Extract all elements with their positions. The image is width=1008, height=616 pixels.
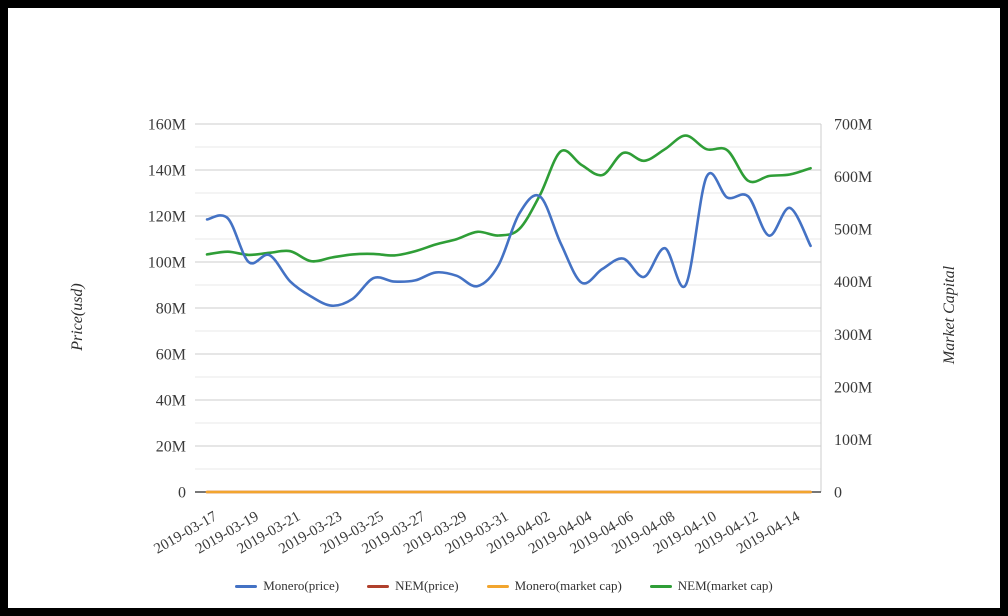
y-axis-right-tick-label: 200M: [834, 379, 872, 396]
chart-canvas: 0 20M 40M 60M 80M 100M 120M 140M 160M 0 100M 200M 30…: [8, 8, 1000, 608]
y-axis-left-tick-label: 20M: [156, 439, 186, 456]
series-line-nem-market-cap: [205, 134, 812, 263]
y-axis-left-tick-label: 100M: [148, 255, 186, 272]
y-axis-right-tick-label: 400M: [834, 274, 872, 291]
y-axis-left-tick-label: 120M: [148, 209, 186, 226]
legend-swatch-nem-price: [367, 584, 390, 588]
y-axis-right-tick-label: 700M: [834, 117, 872, 134]
y-axis-left-tick-label: 60M: [156, 347, 186, 364]
y-axis-right-tick-label: 600M: [834, 169, 872, 186]
y-axis-left-tick-label: 40M: [156, 393, 186, 410]
legend-item-nem-price[interactable]: NEM(price): [367, 578, 459, 594]
y-axis-right-tick-label: 100M: [834, 432, 872, 449]
y-axis-right-tick-label: 500M: [834, 222, 872, 239]
y-axis-left-tick-label: 140M: [148, 163, 186, 180]
legend-item-nem-market-cap[interactable]: NEM(market cap): [649, 578, 773, 594]
y-axis-left-tick-label: 160M: [148, 117, 186, 134]
legend: Monero(price) NEM(price) Monero(market cap…: [8, 578, 1000, 594]
legend-item-monero-market-cap[interactable]: Monero(market cap): [486, 578, 622, 594]
y-axis-right-tick-label: 300M: [834, 327, 872, 344]
legend-label-nem-price: NEM(price): [395, 578, 459, 593]
legend-label-monero-price: Monero(price): [263, 578, 340, 593]
y-axis-left-tick-label: 0: [178, 485, 186, 502]
series-line-monero-price: [205, 172, 812, 308]
y-axis-right-tick-label: 0: [834, 485, 842, 502]
legend-swatch-monero-market-cap: [486, 584, 509, 588]
legend-label-monero-market-cap: Monero(market cap): [514, 578, 622, 593]
legend-swatch-monero-price: [235, 584, 258, 588]
legend-item-monero-price[interactable]: Monero(price): [235, 578, 339, 594]
y-axis-left-tick-label: 80M: [156, 301, 186, 318]
legend-swatch-nem-market-cap: [649, 584, 672, 588]
legend-label-nem-market-cap: NEM(market cap): [677, 578, 773, 593]
